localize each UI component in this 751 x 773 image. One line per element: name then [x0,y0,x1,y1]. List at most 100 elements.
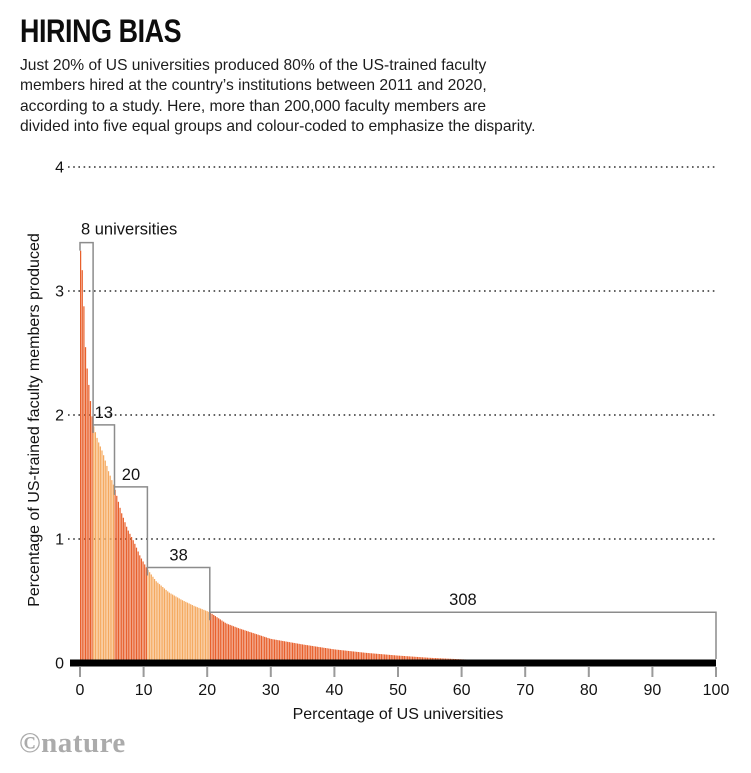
bar [84,347,87,663]
bar [124,522,126,663]
bar [216,617,218,663]
bar [341,650,343,663]
bar [361,652,363,663]
bar [257,634,259,663]
bar [388,654,391,663]
bar [229,624,231,663]
bar [334,649,336,663]
bar [374,653,376,663]
bar [270,638,272,663]
bar [384,654,386,663]
bar [180,599,182,663]
bar [121,513,123,663]
nature-credit: ©nature [19,727,126,759]
bar [139,555,141,663]
bar [267,637,269,663]
bar [137,551,139,663]
bar [231,625,233,663]
bar [393,655,396,663]
bar [195,606,197,663]
bar [117,501,120,663]
bar [283,641,286,663]
x-tick-label: 80 [580,682,598,699]
subtitle-line: members hired at the country’s instituti… [20,77,487,95]
bar [199,608,202,663]
x-tick-label: 90 [644,682,662,699]
bar [387,654,389,663]
bar [287,641,289,663]
bar [321,647,323,663]
bar [275,639,277,663]
bar [162,587,164,663]
bar [88,384,90,663]
bar [282,640,284,663]
bar [111,480,113,663]
bar [224,622,226,663]
bar [300,644,302,663]
bar [285,641,287,663]
bar [278,640,281,663]
bar [390,655,392,663]
bar [237,628,239,663]
bar [385,654,387,663]
bar [232,626,235,663]
bar [245,630,248,663]
bar [354,651,356,663]
bar [318,646,320,663]
x-tick-label: 100 [703,682,730,699]
bar [273,639,276,663]
bar [144,564,146,663]
bar [198,607,200,663]
group-bracket [146,566,211,613]
bar [203,609,205,663]
bar [208,611,210,663]
bar [201,609,203,663]
bar [206,611,208,663]
bar [142,561,144,663]
bar [262,636,264,663]
bar [326,648,328,663]
bar [357,652,359,663]
bar [328,648,330,663]
bar [150,574,152,663]
x-tick-label: 50 [389,682,407,699]
bar [181,600,184,663]
bar [173,595,175,663]
bar [193,605,195,663]
bar [219,619,221,663]
bar [126,526,128,663]
chart-title: HIRING BIAS [20,13,182,49]
bar [190,604,192,663]
bar [402,655,404,663]
bar [196,607,198,663]
bar [342,650,345,663]
bar [338,649,340,663]
bar [163,588,166,663]
bar [218,618,220,663]
bar [367,653,369,663]
x-tick-label: 30 [262,682,280,699]
bar [264,636,266,663]
bar [250,632,253,663]
bar [132,540,134,663]
bar [249,631,251,663]
bar [101,450,103,663]
bar [98,442,100,663]
bar [252,633,254,663]
bar [290,642,292,663]
bar [103,455,105,663]
bar [324,648,327,663]
bar [365,652,368,663]
bar [260,635,263,663]
x-tick-label: 10 [135,682,153,699]
bar [96,437,98,663]
bar [168,592,170,663]
group-label: 8 universities [81,221,177,239]
bar [333,649,335,663]
bar [331,649,333,663]
bar [107,471,110,663]
bar [242,629,244,663]
y-tick-label: 1 [55,532,64,549]
bar [370,653,373,663]
bar [170,593,172,663]
